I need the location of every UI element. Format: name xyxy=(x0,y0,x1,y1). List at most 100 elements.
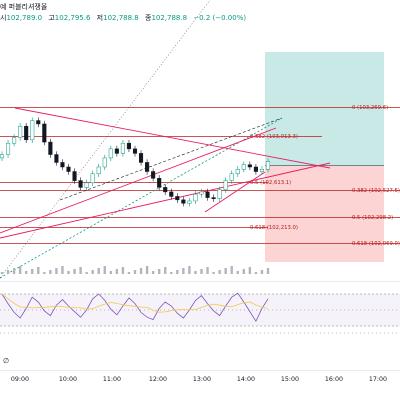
volume-bar xyxy=(85,272,88,274)
candle-body xyxy=(217,189,222,199)
footer-glyph: ∅ xyxy=(3,357,10,365)
candle-body xyxy=(48,141,53,155)
high-value: 102,795.6 xyxy=(54,14,91,22)
fib-label-0: 0 (103,269.6) xyxy=(352,105,388,111)
candle-body xyxy=(126,142,132,150)
volume-bar xyxy=(206,267,209,274)
volume-bar xyxy=(260,270,264,274)
fib-label-4: 0.5 (102,298.2) xyxy=(352,215,393,221)
volume-bar xyxy=(218,270,221,274)
volume-bar xyxy=(73,269,76,274)
volume-bar xyxy=(37,267,40,274)
candles xyxy=(0,117,271,207)
close-label: 종 xyxy=(144,14,152,22)
time-tick-0: 09:00 xyxy=(11,376,29,383)
candle-body xyxy=(199,191,204,195)
candle-body xyxy=(12,137,17,144)
candle-body xyxy=(223,180,228,190)
candle-body xyxy=(42,123,47,143)
candle-body xyxy=(138,153,144,163)
rsi-ma-line xyxy=(1,293,269,313)
volume-bar xyxy=(55,268,58,274)
rise-line[interactable] xyxy=(204,171,266,213)
close-value: 102,788.8 xyxy=(151,14,188,22)
steep-trend-line[interactable] xyxy=(0,127,277,234)
volume-bar xyxy=(236,271,239,274)
volume-bar xyxy=(31,269,34,274)
time-tick-6: 15:00 xyxy=(281,376,299,383)
candle-body xyxy=(0,154,5,159)
diagonal-ray[interactable] xyxy=(0,0,211,279)
candle-body xyxy=(205,191,210,198)
time-tick-7: 16:00 xyxy=(325,376,343,383)
candle-body xyxy=(132,148,138,154)
candle-body xyxy=(151,171,156,179)
volume-bar xyxy=(43,272,46,274)
candle-body xyxy=(5,142,11,155)
volume-bar xyxy=(157,269,161,274)
header-title: 예 퍼블리셔쟁올 xyxy=(0,3,48,11)
volume-bar xyxy=(230,266,233,274)
volume-bar xyxy=(133,270,137,274)
volume-bar xyxy=(188,266,191,274)
volume-bar xyxy=(224,268,227,274)
candle-body xyxy=(241,164,246,170)
time-axis[interactable]: 09:00 10:00 11:00 12:00 13:00 14:00 15:00 16:00… xyxy=(0,370,400,384)
volume-bar xyxy=(248,267,252,274)
volume-bar xyxy=(145,266,149,274)
low-value: 102,788.8 xyxy=(103,14,139,22)
candle-body xyxy=(120,142,125,154)
rsi-pane[interactable] xyxy=(0,281,400,334)
volume-bar xyxy=(18,266,22,274)
volume-bar xyxy=(61,266,64,274)
candle-body xyxy=(90,173,95,184)
high-label: 고 xyxy=(48,14,55,22)
fib-label-2: 0.5 (102,613.1) xyxy=(250,180,291,186)
candle-body xyxy=(60,162,65,168)
volume-bar xyxy=(151,271,155,274)
candle-body xyxy=(265,161,271,170)
volume-bar xyxy=(12,268,16,274)
volume-bar xyxy=(103,266,106,274)
stop-zone[interactable] xyxy=(265,166,384,262)
low-label: 저 xyxy=(96,14,104,22)
target-zone[interactable] xyxy=(265,52,384,165)
dotted-channel-line[interactable] xyxy=(59,117,283,201)
volume-bar xyxy=(6,270,10,274)
volume-bar xyxy=(182,268,185,274)
candle-body xyxy=(36,120,41,125)
candle-body xyxy=(108,148,113,159)
volume-bar xyxy=(121,267,125,274)
candle-body xyxy=(114,148,119,154)
candle-body xyxy=(24,125,29,141)
fib-label-1: 0.382 (103,013.3) xyxy=(250,134,298,140)
volume-bar xyxy=(127,272,131,274)
candle-body xyxy=(66,166,71,172)
volume-bar xyxy=(109,271,113,274)
volume-bar xyxy=(0,272,4,274)
rsi-line xyxy=(1,292,269,323)
candle-body xyxy=(78,180,83,188)
fib-label-6: 0.618 (102,069.0) xyxy=(352,241,400,247)
time-tick-1: 10:00 xyxy=(59,376,77,383)
volume-bar xyxy=(24,271,28,274)
candle-body xyxy=(229,173,234,181)
volume-bar xyxy=(67,271,70,274)
volume-bar xyxy=(170,272,173,274)
volume-bar xyxy=(200,269,203,274)
support-trend-line[interactable] xyxy=(0,162,331,239)
candle-body xyxy=(175,196,180,201)
resistance-trend-line[interactable] xyxy=(14,107,331,169)
open-value: 102,789.0 xyxy=(6,14,43,22)
fib-label-5: 0.618 (102,213.0) xyxy=(250,225,298,231)
candle-body xyxy=(181,199,186,204)
candle-body xyxy=(18,125,23,138)
trend-lines[interactable] xyxy=(0,0,331,279)
candle-body xyxy=(169,191,174,197)
time-tick-5: 14:00 xyxy=(237,376,255,383)
volume-bar xyxy=(266,268,270,274)
candle-body xyxy=(253,166,258,172)
volume-bar xyxy=(254,272,258,274)
time-tick-8: 17:00 xyxy=(369,376,387,383)
